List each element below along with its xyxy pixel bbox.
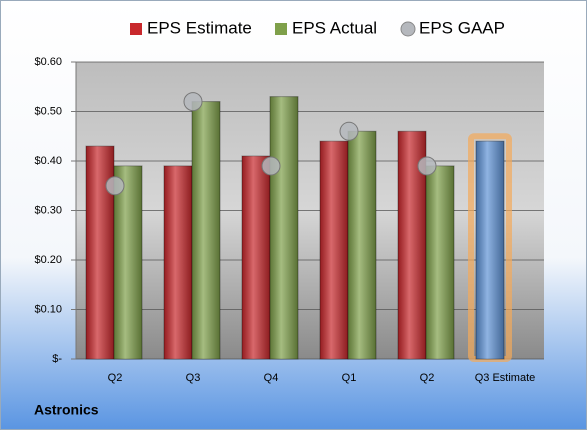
legend-marker — [275, 23, 287, 35]
bar-shine — [426, 165, 454, 359]
legend-marker — [400, 21, 416, 37]
bar-shine — [164, 165, 192, 359]
legend-label: EPS GAAP — [419, 18, 505, 37]
bar-shine — [192, 101, 220, 359]
footer: Astronics — [34, 402, 99, 418]
x-tick-label: Q3 Estimate — [475, 372, 536, 384]
x-tick-label: Q4 — [264, 372, 279, 384]
x-tick-label: Q3 — [186, 372, 201, 384]
bar-shine — [320, 141, 348, 359]
legend-marker — [130, 23, 142, 35]
gaap-marker — [339, 121, 359, 141]
legend-label: EPS Estimate — [147, 18, 252, 37]
y-tick-label: $- — [52, 353, 62, 365]
gaap-marker — [183, 92, 203, 112]
y-tick-label: $0.20 — [34, 254, 62, 266]
legend-label: EPS Actual — [292, 18, 377, 37]
x-tick-label: Q2 — [420, 372, 435, 384]
x-tick-label: Q1 — [342, 372, 357, 384]
y-tick-label: $0.50 — [34, 105, 62, 117]
gaap-marker — [105, 176, 125, 196]
bar-shine — [476, 141, 504, 359]
gaap-marker — [417, 156, 437, 176]
y-tick-label: $0.40 — [34, 155, 62, 167]
y-tick-label: $0.30 — [34, 204, 62, 216]
y-tick-label: $0.10 — [34, 303, 62, 315]
x-tick-label: Q2 — [108, 372, 123, 384]
y-tick-label: $0.60 — [34, 56, 62, 68]
bar-shine — [114, 165, 142, 359]
gaap-marker — [261, 156, 281, 176]
bar-shine — [242, 156, 270, 359]
bar-shine — [270, 96, 298, 360]
bar-shine — [348, 131, 376, 359]
